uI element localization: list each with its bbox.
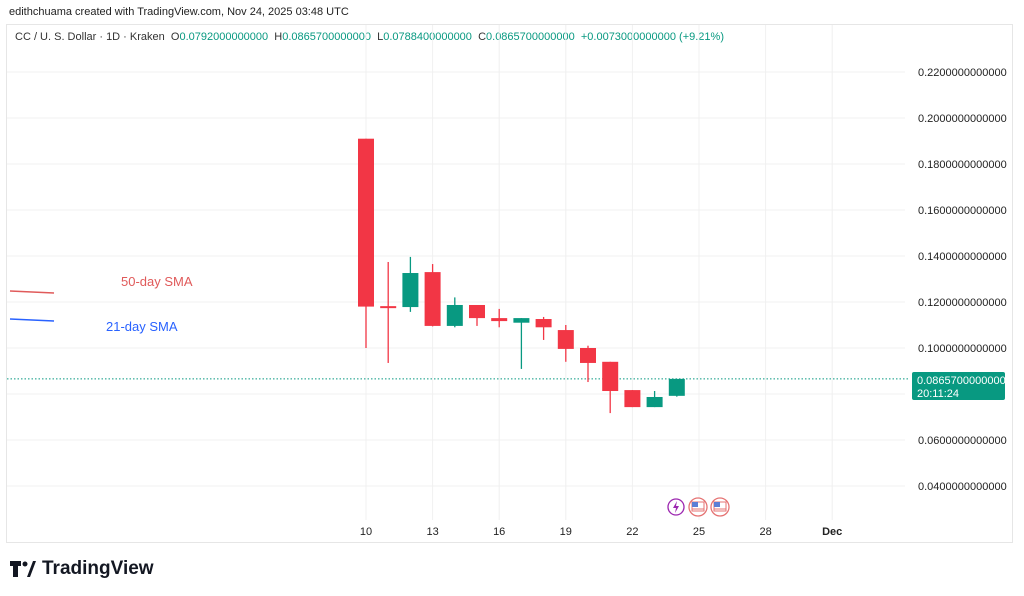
x-tick-label: 16 [493,526,505,538]
x-tick-label: 10 [360,526,372,538]
y-tick-label: 0.2200000000000 [918,67,1007,79]
y-tick-label: 0.1000000000000 [918,343,1007,355]
y-tick-label: 0.1600000000000 [918,205,1007,217]
candle-body [424,272,441,326]
y-tick-label: 0.0600000000000 [918,435,1007,447]
candle-body [580,348,596,363]
close-label: C [478,31,487,43]
tv-logo-icon [10,561,36,577]
symbol-legend: CC / U. S. Dollar · 1D · Kraken O0.07920… [15,31,724,43]
y-tick-label: 0.1200000000000 [918,297,1007,309]
sma21-label: 21-day SMA [106,319,178,334]
low-label: L [377,31,384,43]
candle-body [491,318,508,322]
candle-body [513,318,530,323]
candle-body [557,330,574,349]
chart-frame [6,24,1013,543]
high-label: H [274,31,283,43]
change-value: +0.0073000000000 (+9.21%) [580,31,724,43]
y-tick-label: 0.1400000000000 [918,251,1007,263]
sma50-label: 50-day SMA [121,274,193,289]
y-tick-label: 0.0400000000000 [918,481,1007,493]
chart-credit: edithchuama created with TradingView.com… [9,6,349,18]
candle-body [535,319,552,328]
open-value: 0.0792000000000 [179,31,269,43]
sma50-line [9,290,55,294]
x-tick-label: Dec [822,526,842,538]
candle-body [380,306,397,309]
x-tick-label: 25 [693,526,705,538]
candle-body [358,138,374,307]
x-tick-label: 22 [626,526,638,538]
candle-body [402,273,419,308]
x-tick-label: 19 [560,526,572,538]
tradingview-logo[interactable]: TradingView [10,558,154,580]
flag-canton [692,502,698,507]
logo-text: TradingView [42,558,154,579]
low-value: 0.0788400000000 [383,31,472,43]
candle-body [469,304,485,319]
close-value: 0.0865700000000 [486,31,575,43]
high-value: 0.0865700000000 [282,31,371,43]
flag-canton [714,502,720,507]
sma21-line [9,318,55,322]
x-tick-label: 28 [759,526,771,538]
price-tag-value: 0.0865700000000 [917,375,1006,387]
price-tag-countdown: 20:11:24 [917,388,959,400]
candle-body [446,304,463,326]
candle-body [668,378,685,396]
price-tag [912,372,1005,400]
candle-body [624,390,641,408]
symbol-title[interactable]: CC / U. S. Dollar · 1D · Kraken [15,31,165,43]
candle-body [646,396,663,408]
lightning-glyph [673,501,679,513]
y-tick-label: 0.2000000000000 [918,113,1007,125]
candle-body [602,361,619,392]
open-label: O [170,31,180,43]
x-tick-label: 13 [426,526,438,538]
y-tick-label: 0.1800000000000 [918,159,1007,171]
